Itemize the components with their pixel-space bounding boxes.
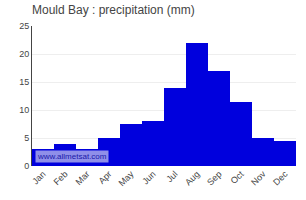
svg-text:Mould Bay : precipitation (mm): Mould Bay : precipitation (mm) <box>32 3 195 17</box>
svg-text:Jul: Jul <box>164 169 179 184</box>
svg-text:Jun: Jun <box>140 169 157 186</box>
svg-text:0: 0 <box>24 161 29 171</box>
svg-text:www.allmetsat.com: www.allmetsat.com <box>37 152 107 161</box>
svg-text:Aug: Aug <box>183 169 201 187</box>
svg-text:20: 20 <box>19 49 29 59</box>
svg-text:Oct: Oct <box>229 169 246 186</box>
svg-text:Apr: Apr <box>97 169 114 186</box>
svg-text:Nov: Nov <box>249 169 268 188</box>
svg-text:25: 25 <box>19 21 29 31</box>
svg-text:Jan: Jan <box>30 169 47 186</box>
svg-text:15: 15 <box>19 77 29 87</box>
svg-text:Mar: Mar <box>74 169 92 187</box>
svg-text:May: May <box>116 169 135 188</box>
svg-text:Sep: Sep <box>205 169 223 187</box>
svg-text:10: 10 <box>19 105 29 115</box>
svg-text:Feb: Feb <box>52 169 70 187</box>
svg-text:5: 5 <box>24 133 29 143</box>
svg-text:Dec: Dec <box>271 169 290 188</box>
